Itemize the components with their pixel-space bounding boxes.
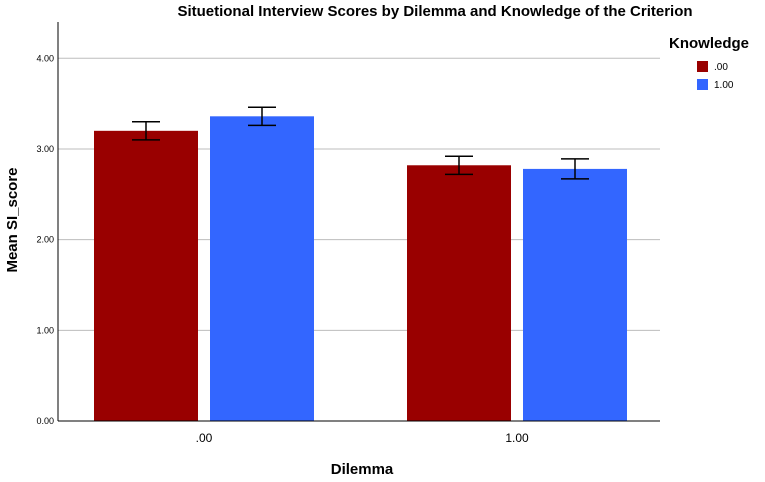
y-tick-labels: 0.00 1.00 2.00 3.00 4.00 bbox=[36, 53, 54, 426]
legend-swatch bbox=[697, 79, 708, 90]
y-tick-label: 4.00 bbox=[36, 53, 54, 63]
bar bbox=[523, 168, 627, 421]
x-axis-title: Dilemma bbox=[331, 461, 394, 478]
x-tick-label: .00 bbox=[196, 431, 213, 445]
bar bbox=[94, 130, 198, 421]
legend-title: Knowledge bbox=[669, 35, 749, 52]
y-tick-label: 0.00 bbox=[36, 416, 54, 426]
error-bars bbox=[132, 106, 589, 180]
y-axis-title: Mean SI_score bbox=[4, 167, 21, 272]
bar bbox=[210, 116, 314, 422]
x-tick-label: 1.00 bbox=[505, 431, 529, 445]
legend-swatch bbox=[697, 61, 708, 72]
bar bbox=[407, 165, 511, 421]
y-tick-label: 1.00 bbox=[36, 325, 54, 335]
x-tick-labels: .00 1.00 bbox=[196, 431, 529, 445]
chart-title: Situetional Interview Scores by Dilemma … bbox=[177, 3, 692, 20]
bars bbox=[94, 116, 627, 422]
y-tick-label: 3.00 bbox=[36, 144, 54, 154]
legend-label: .00 bbox=[714, 62, 728, 73]
y-tick-label: 2.00 bbox=[36, 235, 54, 245]
legend: Knowledge .00 1.00 bbox=[669, 35, 749, 91]
legend-label: 1.00 bbox=[714, 80, 734, 91]
